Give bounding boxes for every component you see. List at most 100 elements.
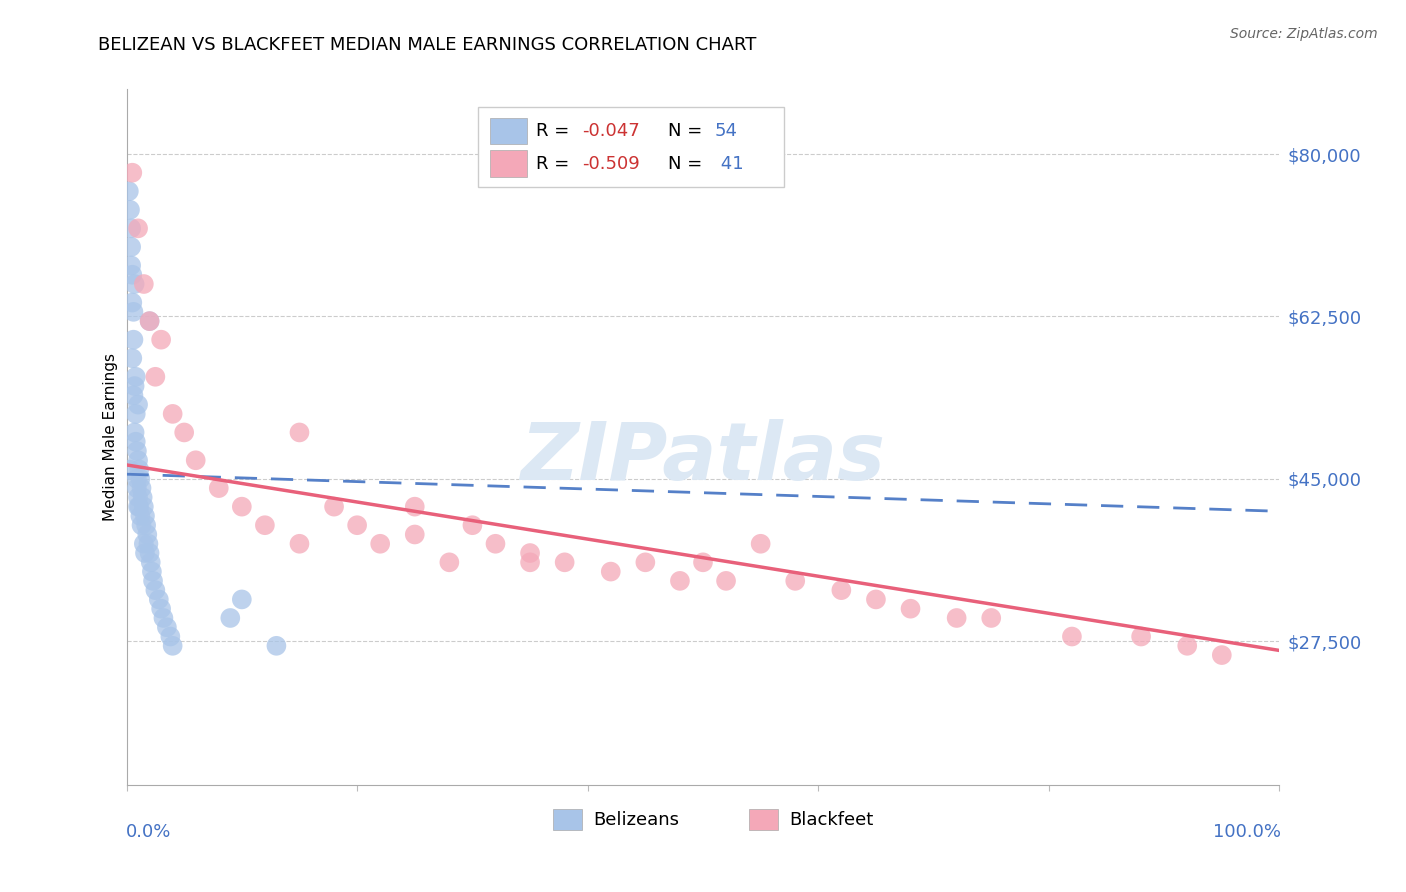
Point (253, 518, 276, 533)
Point (266, 639, 288, 653)
Point (484, 537, 506, 551)
Point (138, 314, 160, 328)
Point (125, 407, 148, 421)
FancyBboxPatch shape (749, 809, 778, 830)
Point (785, 574, 807, 588)
Point (121, 351, 143, 366)
Point (129, 508, 152, 523)
Point (142, 574, 165, 588)
Point (132, 500, 155, 514)
Point (138, 537, 160, 551)
Point (714, 574, 737, 588)
Point (368, 537, 391, 551)
Text: -0.047: -0.047 (582, 122, 640, 140)
Text: Belizeans: Belizeans (593, 811, 679, 829)
Point (830, 583, 852, 598)
Point (121, 166, 143, 180)
Point (150, 333, 173, 347)
Point (138, 314, 160, 328)
Point (184, 453, 207, 467)
Point (131, 481, 153, 495)
Point (1211, 648, 1233, 662)
Point (865, 592, 887, 607)
Point (124, 425, 146, 440)
Text: 100.0%: 100.0% (1212, 823, 1281, 841)
FancyBboxPatch shape (553, 809, 582, 830)
Point (945, 611, 967, 625)
Point (404, 527, 426, 541)
FancyBboxPatch shape (489, 118, 527, 145)
Point (519, 546, 541, 560)
Text: -0.509: -0.509 (582, 154, 640, 173)
Point (162, 407, 184, 421)
Point (439, 555, 461, 569)
Point (692, 555, 714, 569)
Point (127, 398, 149, 412)
Text: N =: N = (668, 122, 709, 140)
Point (134, 508, 156, 523)
Point (152, 611, 174, 625)
Text: 54: 54 (714, 122, 738, 140)
Point (346, 518, 368, 533)
Point (125, 369, 148, 384)
Text: 41: 41 (714, 154, 744, 173)
Point (127, 500, 149, 514)
Point (120, 259, 142, 273)
Point (980, 611, 1002, 625)
Y-axis label: Median Male Earnings: Median Male Earnings (103, 353, 118, 521)
Point (132, 537, 155, 551)
Point (127, 453, 149, 467)
Point (120, 240, 142, 254)
Point (120, 221, 142, 235)
Point (208, 481, 231, 495)
Point (141, 565, 163, 579)
Point (124, 379, 146, 393)
Point (131, 491, 153, 505)
Point (1130, 630, 1153, 644)
Point (231, 500, 253, 514)
Point (118, 184, 141, 198)
Point (132, 277, 155, 291)
Point (173, 425, 195, 440)
Point (139, 555, 162, 569)
Point (125, 444, 148, 458)
Point (127, 221, 149, 235)
Text: ZIPatlas: ZIPatlas (520, 419, 886, 497)
Point (118, 202, 141, 217)
Text: BELIZEAN VS BLACKFEET MEDIAN MALE EARNINGS CORRELATION CHART: BELIZEAN VS BLACKFEET MEDIAN MALE EARNIN… (98, 36, 756, 54)
Point (121, 268, 143, 282)
Point (128, 462, 150, 476)
Point (145, 369, 166, 384)
Text: 0.0%: 0.0% (125, 823, 170, 841)
Point (749, 537, 772, 551)
Point (136, 527, 159, 541)
Point (122, 388, 145, 402)
Point (128, 500, 150, 514)
Text: R =: R = (536, 154, 575, 173)
Point (162, 639, 184, 653)
Point (404, 500, 426, 514)
Point (634, 555, 657, 569)
Point (669, 574, 692, 588)
Point (127, 491, 149, 505)
Point (118, 462, 141, 476)
Point (122, 333, 145, 347)
Text: R =: R = (536, 122, 575, 140)
Text: N =: N = (668, 154, 709, 173)
Point (129, 472, 152, 486)
Point (156, 620, 179, 634)
Point (135, 518, 157, 533)
Point (121, 295, 143, 310)
Text: Blackfeet: Blackfeet (790, 811, 873, 829)
Point (1175, 639, 1198, 653)
Point (138, 546, 160, 560)
Point (134, 546, 156, 560)
Point (124, 277, 146, 291)
Point (461, 518, 484, 533)
Point (125, 434, 148, 449)
Point (599, 565, 621, 579)
Point (125, 472, 148, 486)
Point (145, 583, 166, 598)
FancyBboxPatch shape (478, 106, 783, 186)
FancyBboxPatch shape (489, 151, 527, 177)
